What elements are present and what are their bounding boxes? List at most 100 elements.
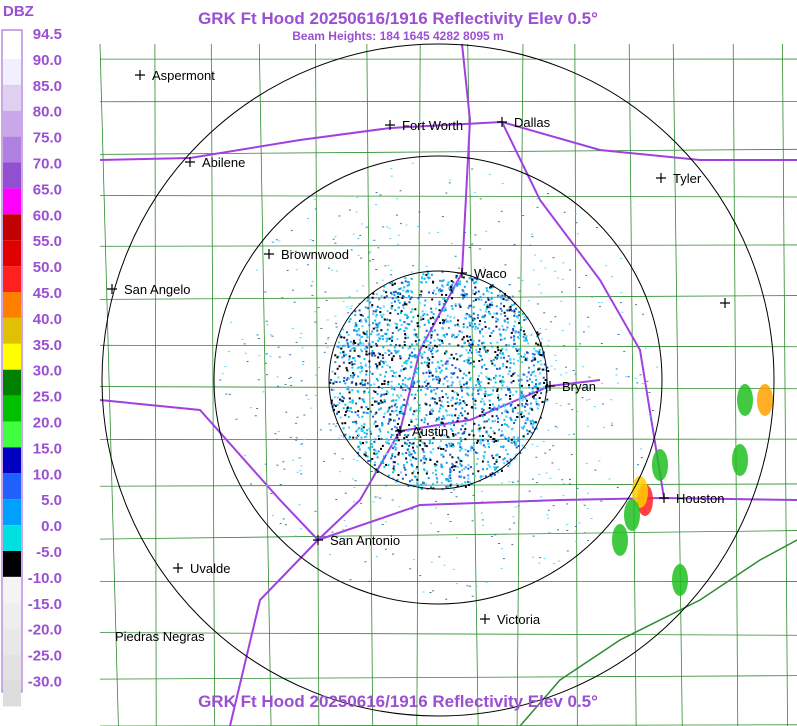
echo-pixel bbox=[262, 391, 265, 393]
echo-pixel bbox=[525, 375, 528, 378]
echo-pixel bbox=[432, 590, 435, 592]
echo-pixel bbox=[409, 568, 412, 570]
echo-pixel bbox=[503, 436, 506, 439]
echo-pixel bbox=[502, 363, 505, 366]
echo-pixel bbox=[357, 343, 360, 346]
echo-pixel bbox=[403, 321, 406, 324]
echo-pixel bbox=[397, 396, 400, 399]
echo-pixel bbox=[502, 380, 505, 383]
echo-pixel bbox=[388, 406, 391, 409]
echo-pixel bbox=[418, 339, 421, 342]
echo-pixel bbox=[468, 246, 471, 248]
echo-pixel bbox=[443, 434, 446, 437]
echo-pixel bbox=[531, 236, 534, 238]
echo-pixel bbox=[300, 380, 303, 382]
echo-pixel bbox=[601, 403, 604, 405]
echo-pixel bbox=[411, 508, 414, 510]
echo-pixel bbox=[425, 346, 428, 349]
echo-pixel bbox=[382, 226, 385, 228]
echo-pixel bbox=[621, 311, 624, 313]
echo-pixel bbox=[585, 274, 588, 276]
echo-pixel bbox=[373, 400, 376, 403]
echo-pixel bbox=[294, 250, 297, 252]
echo-pixel bbox=[497, 399, 500, 402]
echo-pixel bbox=[620, 257, 623, 259]
echo-pixel bbox=[455, 352, 458, 355]
echo-pixel bbox=[364, 450, 367, 453]
echo-pixel bbox=[413, 355, 416, 358]
echo-pixel bbox=[341, 395, 344, 398]
echo-pixel bbox=[492, 430, 495, 433]
echo-pixel bbox=[456, 484, 459, 487]
echo-pixel bbox=[399, 357, 402, 360]
echo-pixel bbox=[460, 483, 463, 486]
echo-pixel bbox=[474, 571, 477, 573]
echo-pixel bbox=[438, 366, 441, 369]
echo-pixel bbox=[410, 361, 413, 364]
echo-pixel bbox=[617, 333, 620, 335]
echo-pixel bbox=[429, 341, 432, 344]
echo-pixel bbox=[517, 436, 520, 439]
echo-pixel bbox=[291, 289, 294, 291]
echo-pixel bbox=[507, 436, 510, 439]
echo-pixel bbox=[422, 317, 425, 320]
echo-pixel bbox=[540, 354, 543, 357]
city-marker bbox=[656, 173, 666, 183]
echo-pixel bbox=[496, 389, 499, 392]
echo-pixel bbox=[458, 380, 461, 383]
echo-pixel bbox=[420, 459, 423, 462]
echo-pixel bbox=[442, 415, 445, 418]
echo-pixel bbox=[340, 347, 343, 350]
echo-pixel bbox=[625, 376, 628, 378]
echo-pixel bbox=[450, 483, 453, 486]
echo-pixel bbox=[415, 418, 418, 421]
echo-pixel bbox=[487, 298, 490, 301]
echo-pixel bbox=[508, 462, 511, 465]
echo-pixel bbox=[535, 383, 538, 386]
echo-pixel bbox=[500, 469, 503, 472]
echo-pixel bbox=[425, 385, 428, 388]
echo-pixel bbox=[551, 462, 554, 464]
echo-pixel bbox=[523, 438, 526, 441]
echo-pixel bbox=[531, 478, 534, 480]
echo-pixel bbox=[391, 357, 394, 360]
echo-pixel bbox=[556, 277, 559, 279]
echo-pixel bbox=[552, 505, 555, 507]
echo-pixel bbox=[451, 433, 454, 436]
echo-pixel bbox=[422, 591, 425, 593]
echo-pixel bbox=[422, 372, 425, 375]
county-line bbox=[99, 632, 797, 636]
echo-pixel bbox=[489, 334, 492, 337]
echo-pixel bbox=[374, 461, 377, 464]
echo-pixel bbox=[435, 431, 438, 434]
echo-pixel bbox=[384, 352, 387, 355]
echo-pixel bbox=[540, 363, 543, 366]
echo-pixel bbox=[450, 242, 453, 244]
echo-pixel bbox=[341, 356, 344, 359]
echo-pixel bbox=[356, 196, 359, 198]
echo-pixel bbox=[349, 318, 352, 321]
color-swatch bbox=[3, 317, 21, 344]
echo-pixel bbox=[401, 365, 404, 368]
echo-pixel bbox=[452, 334, 455, 337]
echo-pixel bbox=[496, 367, 499, 370]
echo-pixel bbox=[448, 357, 451, 360]
echo-pixel bbox=[539, 359, 542, 362]
highway bbox=[317, 496, 797, 541]
echo-pixel bbox=[471, 292, 474, 295]
echo-pixel bbox=[434, 464, 437, 467]
echo-pixel bbox=[336, 345, 339, 348]
echo-pixel bbox=[360, 502, 363, 504]
echo-pixel bbox=[352, 357, 355, 360]
echo-pixel bbox=[434, 401, 437, 404]
echo-pixel bbox=[346, 407, 349, 410]
echo-pixel bbox=[467, 463, 470, 466]
echo-pixel bbox=[444, 299, 447, 302]
echo-pixel bbox=[376, 326, 379, 329]
echo-pixel bbox=[301, 347, 304, 349]
echo-pixel bbox=[518, 319, 521, 322]
echo-pixel bbox=[378, 408, 381, 411]
echo-pixel bbox=[494, 468, 497, 471]
echo-pixel bbox=[451, 419, 454, 422]
legend-label: 90.0 bbox=[33, 52, 62, 69]
